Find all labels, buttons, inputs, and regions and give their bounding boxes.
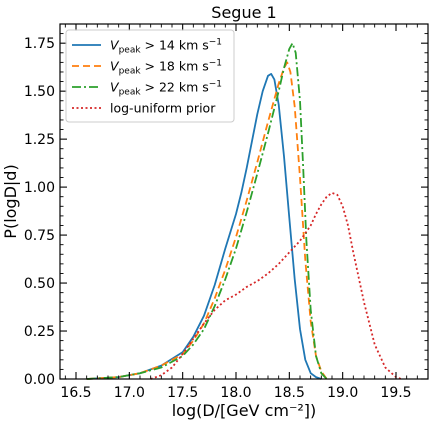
x-tick-label: 18.0 <box>220 385 251 401</box>
x-axis-title: log(D/[GeV cm⁻²]) <box>172 401 317 420</box>
y-tick-label: 1.25 <box>24 132 55 148</box>
plot-area <box>59 23 429 380</box>
x-tick-label: 17.0 <box>114 385 145 401</box>
series-line-4 <box>150 191 402 380</box>
y-axis-title: P(logD|d) <box>1 164 20 238</box>
y-tick-label: 0.00 <box>24 372 55 388</box>
plot-frame <box>59 23 429 380</box>
legend: Vpeak > 14 km s−1 Vpeak > 18 km s−1 Vpeak … <box>65 29 235 123</box>
legend-box <box>65 29 235 123</box>
series-line-3 <box>86 42 328 380</box>
x-tick-label: 18.5 <box>274 385 305 401</box>
y-axis: 0.00 0.25 0.50 0.75 1.00 1.25 1.50 1.75 <box>24 33 428 388</box>
x-tick-label: 19.0 <box>327 385 358 401</box>
y-tick-label: 0.50 <box>24 276 55 292</box>
y-tick-label: 0.75 <box>24 228 55 244</box>
legend-label-2: Vpeak > 18 km s−1 <box>110 59 222 77</box>
x-tick-label: 16.5 <box>60 385 91 401</box>
series-line-1 <box>86 73 322 380</box>
legend-label-4: log-uniform prior <box>110 101 216 116</box>
legend-label-3: Vpeak > 22 km s−1 <box>110 80 222 98</box>
y-tick-label: 1.00 <box>24 180 55 196</box>
legend-label-1: Vpeak > 14 km s−1 <box>110 38 222 56</box>
y-tick-label: 1.75 <box>24 36 55 52</box>
x-tick-label: 19.5 <box>380 385 411 401</box>
series-line-2 <box>86 61 328 380</box>
x-axis: 16.5 17.0 17.5 18.0 18.5 19.0 19.5 <box>60 24 418 401</box>
x-tick-label: 17.5 <box>167 385 198 401</box>
chart-title: Segue 1 <box>211 3 276 22</box>
y-tick-label: 1.50 <box>24 84 55 100</box>
y-tick-label: 0.25 <box>24 324 55 340</box>
